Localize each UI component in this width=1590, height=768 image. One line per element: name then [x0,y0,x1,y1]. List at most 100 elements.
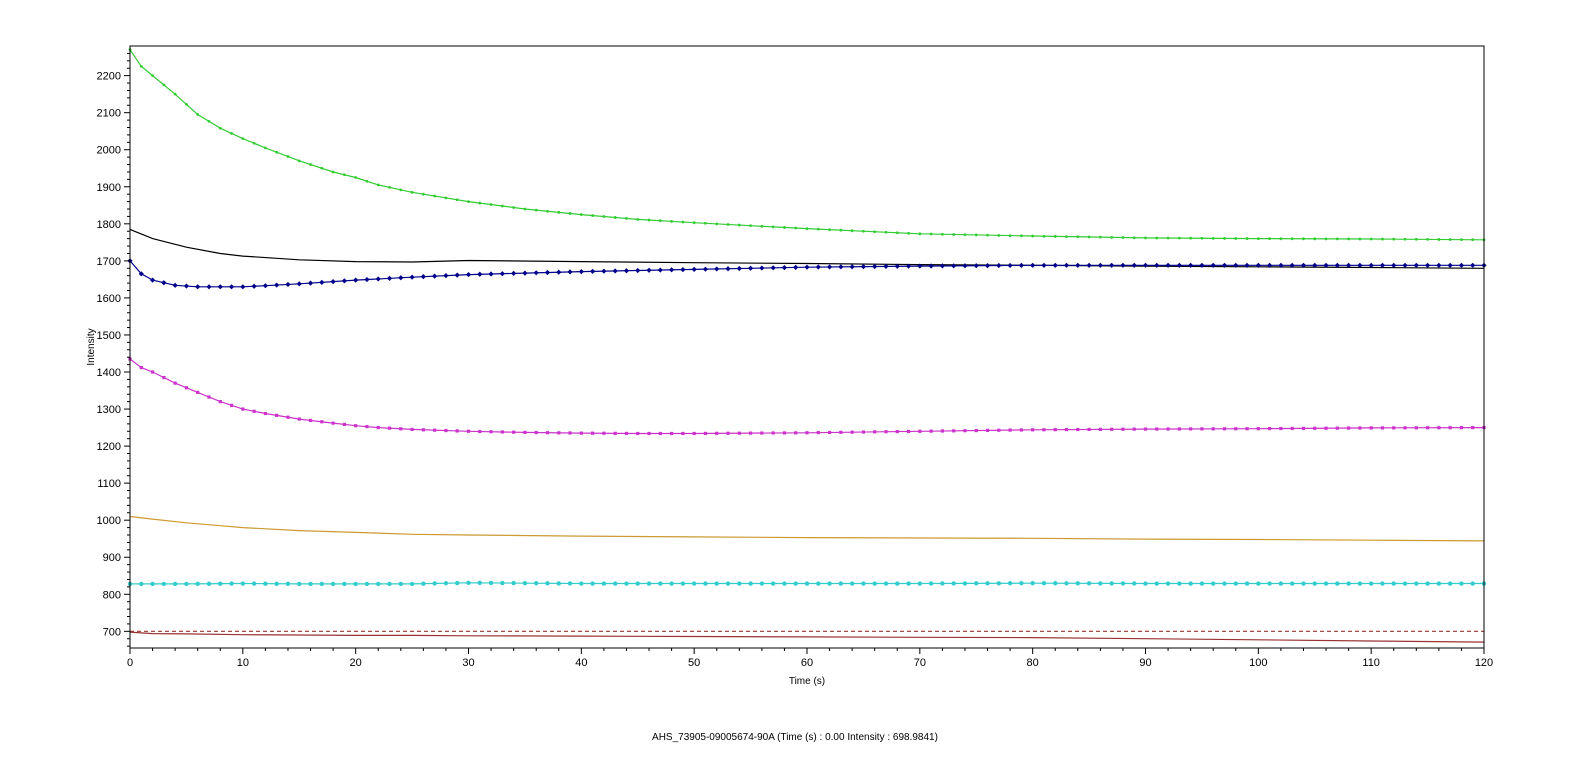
data-point [1031,428,1035,432]
data-point [691,581,697,586]
data-point [229,581,234,586]
data-point [1222,427,1227,431]
data-point [546,209,549,213]
data-point [984,263,991,269]
data-point [1357,262,1363,268]
data-point [1121,236,1125,239]
data-point [646,581,652,586]
data-point [420,274,426,280]
data-point [670,431,674,436]
data-point [433,428,437,432]
data-point [297,159,301,163]
data-point [872,263,878,270]
data-point [409,581,415,587]
data-point [455,429,459,433]
data-point [737,223,741,227]
data-point [714,581,719,586]
data-point [477,271,483,277]
data-point [387,581,392,587]
data-point [409,274,415,280]
data-point [704,221,707,225]
data-point [906,581,911,586]
data-point [398,581,403,587]
data-point [839,228,843,232]
data-point [826,264,833,270]
data-point [1131,262,1137,268]
data-point [1347,426,1351,430]
data-point [862,229,865,233]
series-line [129,515,1485,542]
data-point [556,269,562,275]
data-point [1098,427,1102,431]
series-2 [129,228,1485,269]
y-tick-label: 1300 [97,404,121,416]
x-tick-label: 20 [350,657,362,669]
data-point [285,581,291,587]
data-point [184,581,189,587]
data-point [454,272,460,278]
data-point [1413,262,1419,268]
data-point [883,263,889,269]
data-point [365,179,369,183]
data-point [861,581,866,586]
data-point [330,279,336,285]
x-tick-label: 90 [1139,657,1151,669]
data-point [849,264,855,270]
data-point [1379,262,1386,268]
series-line [129,631,1485,643]
data-point [1302,237,1305,241]
data-point [240,581,246,586]
data-point [139,581,144,587]
data-point [1255,262,1261,268]
data-point [1447,581,1453,586]
data-point [1223,237,1226,240]
data-point [997,428,1001,432]
y-tick-label: 800 [103,589,121,601]
data-point [533,270,539,276]
data-point [1245,427,1249,431]
data-point [804,264,810,270]
data-point [601,581,607,586]
data-point [308,418,313,423]
y-tick-label: 1400 [97,367,121,379]
data-point [816,431,820,435]
data-point [1323,262,1329,268]
data-point [715,431,719,435]
data-point [1065,235,1068,239]
data-point [612,268,618,274]
data-point [1448,238,1452,241]
data-point [241,137,245,141]
data-point [1313,237,1317,241]
x-tick-label: 120 [1475,657,1493,669]
data-point [1075,262,1081,268]
data-point [455,198,459,202]
data-point [489,430,493,434]
data-point [1098,235,1102,239]
data-point [455,580,460,586]
data-point [1346,581,1351,586]
series-line [129,260,1484,288]
data-point [1120,262,1126,268]
data-point [861,430,866,434]
data-point [692,221,696,225]
data-point [816,227,820,231]
data-point [647,431,651,436]
data-point [1245,237,1249,240]
data-point [691,266,697,272]
data-point [1358,237,1362,241]
data-point [1437,238,1441,241]
data-point [1436,262,1442,268]
data-point [647,218,651,222]
data-point [185,102,188,106]
data-point [1008,428,1012,432]
y-tick-label: 900 [103,552,121,564]
series-line [129,358,1485,435]
data-point [264,146,267,150]
data-point [658,219,662,223]
data-point [229,403,234,407]
data-point [759,265,765,271]
data-point [1132,427,1136,431]
data-point [320,420,324,424]
data-point [1279,426,1283,431]
data-point [951,263,957,269]
